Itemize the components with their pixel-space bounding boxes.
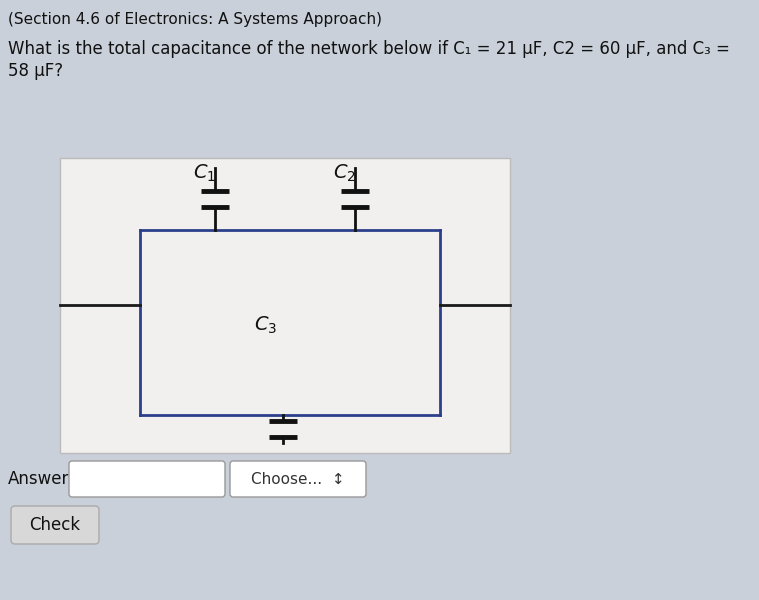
Text: Choose...  ↕: Choose... ↕ — [251, 472, 345, 487]
Text: What is the total capacitance of the network below if C₁ = 21 μF, C2 = 60 μF, an: What is the total capacitance of the net… — [8, 40, 730, 58]
Text: $C_1$: $C_1$ — [193, 163, 216, 184]
FancyBboxPatch shape — [69, 461, 225, 497]
FancyBboxPatch shape — [11, 506, 99, 544]
Text: (Section 4.6 of Electronics: A Systems Approach): (Section 4.6 of Electronics: A Systems A… — [8, 12, 382, 27]
Text: Check: Check — [30, 516, 80, 534]
Text: $C_3$: $C_3$ — [254, 315, 277, 336]
FancyBboxPatch shape — [230, 461, 366, 497]
Text: Answer:: Answer: — [8, 470, 75, 488]
FancyBboxPatch shape — [60, 158, 510, 453]
Text: 58 μF?: 58 μF? — [8, 62, 63, 80]
Text: $C_2$: $C_2$ — [333, 163, 356, 184]
